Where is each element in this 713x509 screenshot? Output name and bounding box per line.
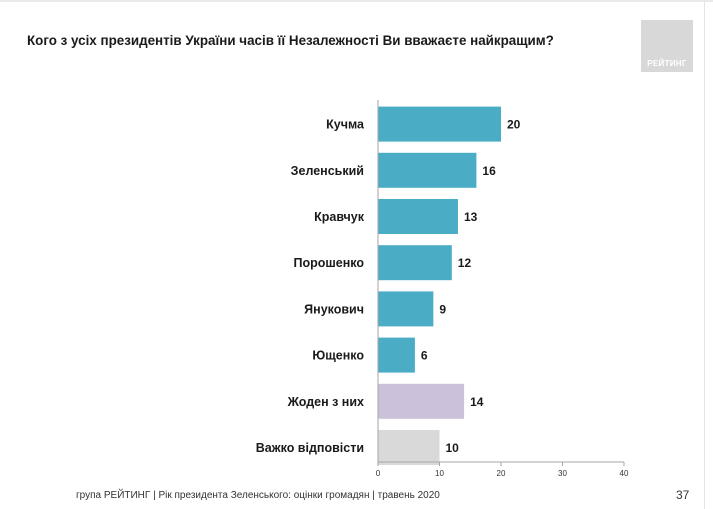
bar-3 (378, 245, 452, 281)
bar-1 (378, 152, 477, 188)
bar-6 (378, 383, 465, 419)
category-label-6: Жоден з них (287, 395, 364, 409)
x-tick-label-2: 20 (497, 469, 506, 478)
category-label-7: Важко відповісти (256, 441, 364, 455)
chart-title: Кого з усіх президентів України часів її… (27, 33, 554, 48)
right-border (704, 0, 705, 509)
data-label-1: 16 (482, 164, 496, 178)
top-border (0, 0, 713, 2)
category-label-3: Порошенко (293, 256, 364, 270)
category-label-5: Ющенко (312, 349, 364, 363)
bar-5 (378, 337, 415, 373)
bar-0 (378, 106, 501, 142)
footer-text: група РЕЙТИНГ | Рік президента Зеленсько… (76, 490, 440, 501)
category-label-4: Янукович (304, 302, 364, 316)
data-label-6: 14 (470, 395, 484, 409)
category-label-1: Зеленський (291, 164, 364, 178)
data-label-7: 10 (446, 441, 460, 455)
x-tick-label-0: 0 (376, 469, 381, 478)
bar-2 (378, 199, 458, 234)
x-tick-label-1: 10 (435, 469, 444, 478)
rating-logo: РЕЙТИНГ (641, 20, 693, 72)
data-label-3: 12 (458, 256, 472, 270)
bar-7 (378, 430, 440, 465)
data-label-5: 6 (421, 349, 428, 363)
x-tick-label-4: 40 (620, 469, 629, 478)
category-label-2: Кравчук (314, 210, 365, 224)
data-label-2: 13 (464, 210, 478, 224)
x-tick-label-3: 30 (558, 469, 567, 478)
data-label-0: 20 (507, 118, 521, 132)
page-number: 37 (676, 488, 690, 502)
data-label-4: 9 (439, 302, 446, 316)
category-label-0: Кучма (326, 118, 365, 132)
logo-text: РЕЙТИНГ (647, 59, 687, 68)
bar-4 (378, 291, 434, 327)
